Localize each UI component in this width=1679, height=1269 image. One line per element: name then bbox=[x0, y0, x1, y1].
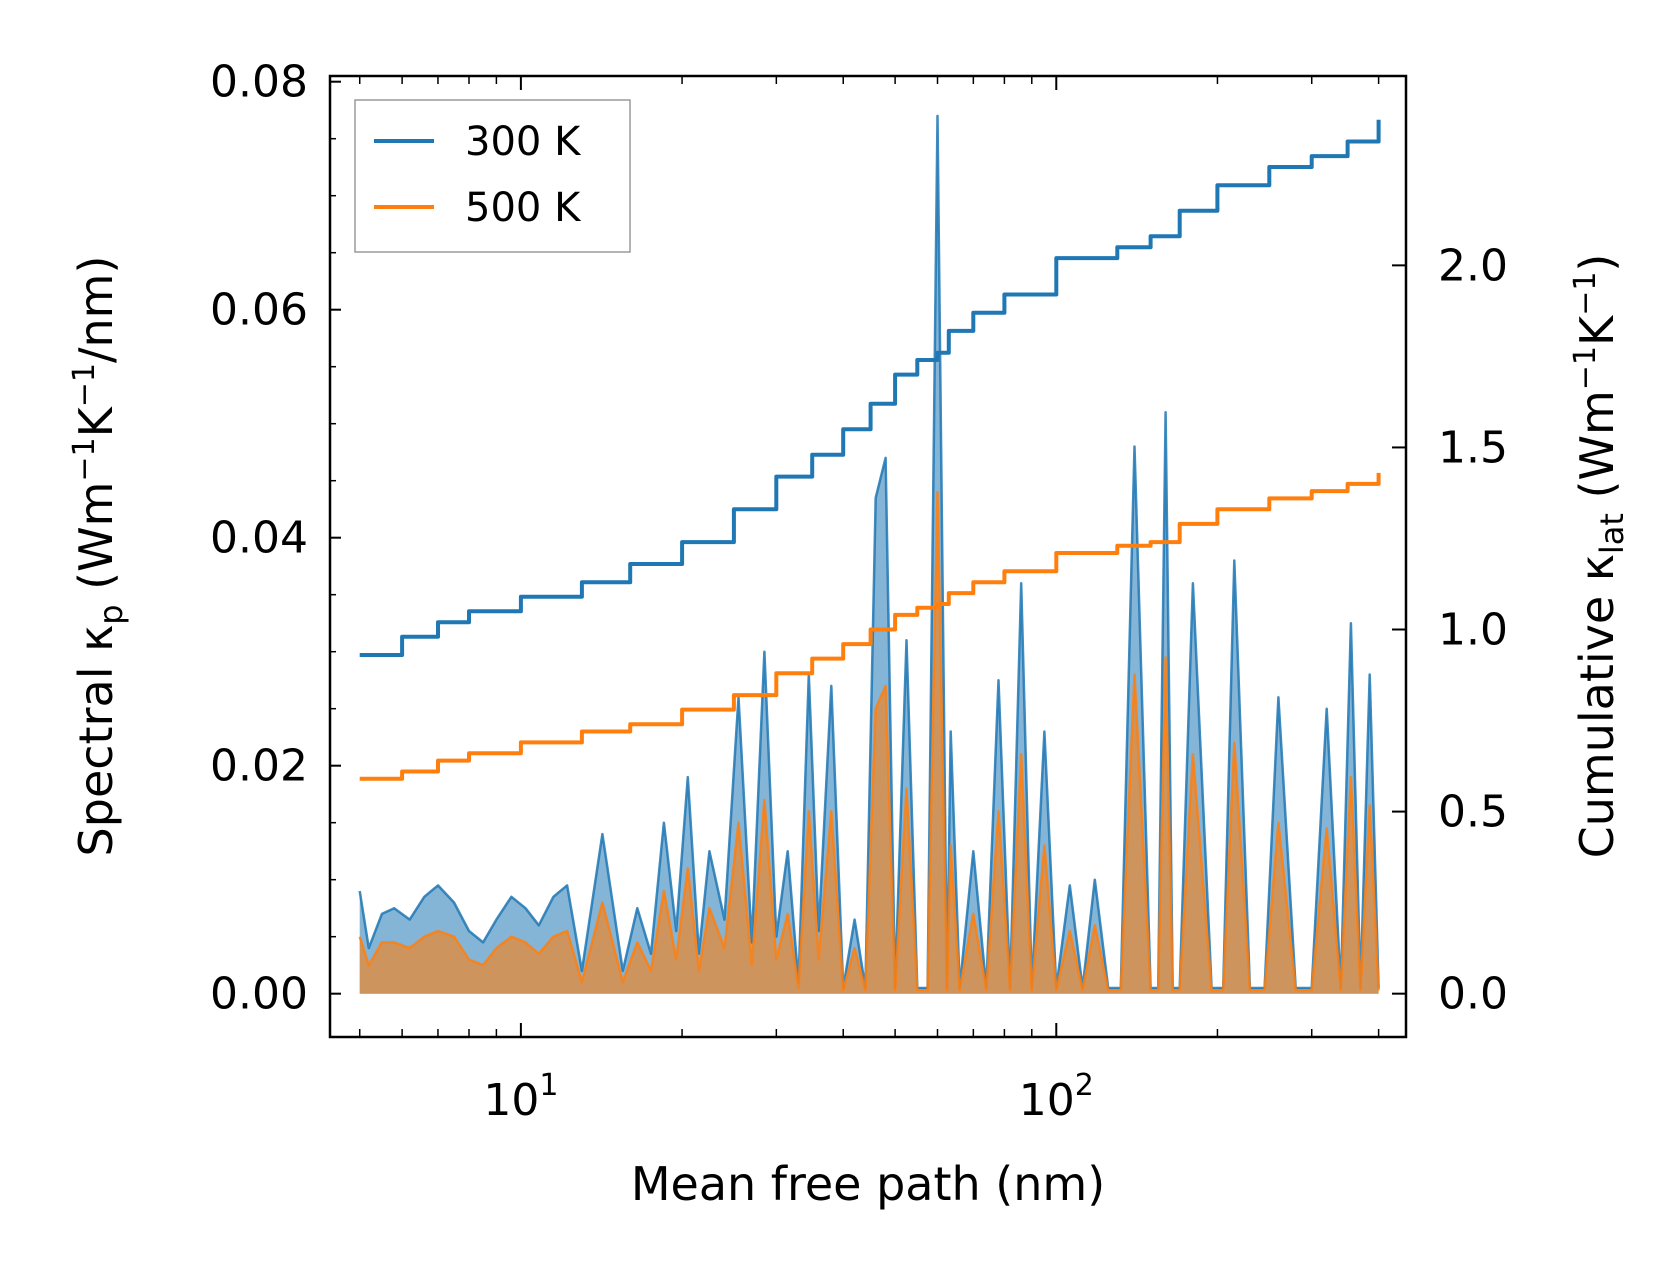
tick-layer: 0.00 0.02 0.04 0.06 0.08 0.0 0.5 1.0 1.5 2.0 101 10… bbox=[210, 57, 1508, 1126]
legend-label-300k: 300 K bbox=[465, 119, 582, 165]
cumulative-layer bbox=[359, 119, 1381, 781]
y-right-tick-label: 0.0 bbox=[1438, 969, 1508, 1020]
y-right-tick-label: 1.5 bbox=[1438, 422, 1508, 473]
plot-frame bbox=[328, 74, 1408, 1039]
y-right-tick-label: 1.0 bbox=[1438, 605, 1508, 656]
y-left-tick-label: 0.00 bbox=[210, 969, 308, 1020]
legend-box bbox=[354, 99, 631, 253]
y-left-axis-label: Spectral κp (Wm−1K−1/nm) bbox=[67, 256, 130, 857]
y-left-tick-label: 0.06 bbox=[210, 285, 308, 336]
legend-label-500k: 500 K bbox=[465, 185, 582, 231]
x-axis-label: Mean free path (nm) bbox=[631, 1157, 1105, 1211]
y-right-tick-label: 2.0 bbox=[1438, 240, 1508, 291]
y-left-tick-label: 0.04 bbox=[210, 513, 308, 564]
x-tick-label: 102 bbox=[1019, 1068, 1094, 1126]
cumulative-line-500k bbox=[359, 472, 1381, 781]
y-right-axis-label: Cumulative κlat (Wm−1K−1) bbox=[1568, 254, 1631, 859]
y-right-tick-label: 0.5 bbox=[1438, 787, 1508, 838]
y-left-tick-label: 0.08 bbox=[210, 57, 308, 108]
legend: 300 K 500 K bbox=[354, 99, 631, 253]
spectral-line-500k bbox=[358, 490, 1380, 992]
spectral-layer bbox=[358, 114, 1380, 994]
cumulative-line-300k bbox=[359, 119, 1381, 657]
x-tick-label: 101 bbox=[483, 1068, 558, 1126]
y-left-tick-label: 0.02 bbox=[210, 741, 308, 792]
